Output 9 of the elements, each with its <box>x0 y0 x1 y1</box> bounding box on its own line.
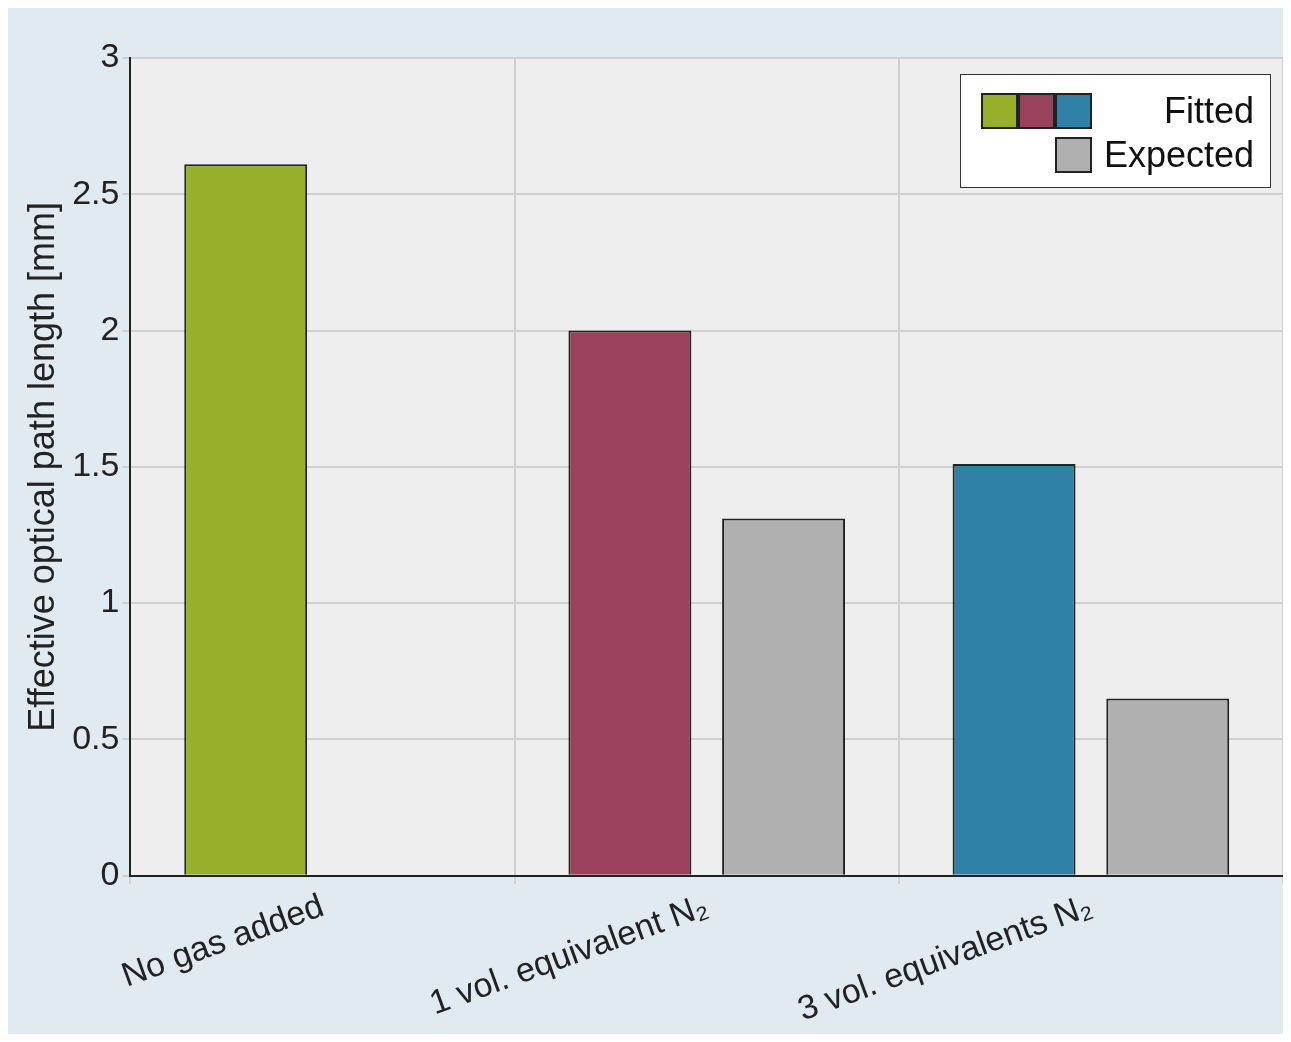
y-tick-label: 0.5 <box>72 717 120 756</box>
legend-label: Fitted <box>1162 90 1254 132</box>
y-tick-label: 1.5 <box>72 445 120 484</box>
y-tick-label: 2.5 <box>72 172 120 211</box>
y-axis-title: Effective optical path length [mm] <box>20 202 62 732</box>
y-tick-label: 1 <box>100 581 120 620</box>
y-tick-label: 3 <box>100 36 120 75</box>
legend-label: Expected <box>1103 134 1254 176</box>
y-tick-label: 2 <box>100 308 120 347</box>
